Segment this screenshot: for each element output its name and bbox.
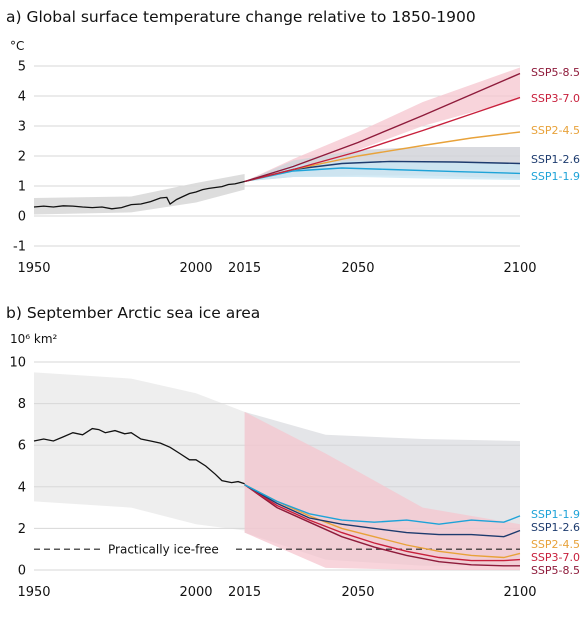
pb-xtick-1950: 1950: [17, 585, 50, 600]
pa-xtick-2050: 2050: [341, 261, 374, 276]
panel-a-title: a) Global surface temperature change rel…: [6, 8, 476, 26]
panel-a-plot: -1 0 1 2 3 4 5 1950 2000 2015 2050 2100 SSP5-8.5 SSP3…: [13, 60, 580, 277]
pb-high-band: [244, 411, 520, 570]
pa-ytick-1: 1: [18, 180, 26, 195]
pa-label-ssp5-8-5: SSP5-8.5: [531, 66, 580, 79]
pb-ytick-6: 6: [18, 439, 26, 454]
pa-historical-band: [34, 174, 245, 215]
pa-ytick-5: 5: [18, 60, 26, 75]
pb-label-ssp1-2-6: SSP1-2.6: [531, 521, 580, 534]
pb-series-ssp3-7-0: [244, 484, 521, 562]
pa-xtick-2015: 2015: [228, 261, 261, 276]
pb-label-ssp3-7-0: SSP3-7.0: [531, 551, 580, 564]
panel-b-title: b) September Arctic sea ice area: [6, 304, 260, 322]
pa-ytick-0: 0: [18, 210, 26, 225]
pb-ytick-10: 10: [9, 356, 26, 371]
pa-series-ssp5-8-5: [244, 72, 521, 183]
pb-ytick-2: 2: [18, 522, 26, 537]
pa-ytick-4: 4: [18, 90, 26, 105]
pa-label-ssp1-1-9: SSP1-1.9: [531, 170, 580, 183]
pa-xtick-1950: 1950: [17, 261, 50, 276]
pa-series-ssp3-7-0: [244, 96, 521, 183]
pa-xtick-2000: 2000: [179, 261, 212, 276]
pa-ytick-2: 2: [18, 150, 26, 165]
pa-series-ssp1-1-9: [244, 167, 521, 183]
pb-historical-line: [33, 427, 245, 485]
pb-ice-free-annotation: Practically ice-free: [108, 543, 219, 557]
pb-series-ssp1-2-6: [244, 484, 521, 538]
pb-xtick-2100: 2100: [503, 585, 536, 600]
pb-label-ssp5-8-5: SSP5-8.5: [531, 564, 580, 577]
pb-ytick-4: 4: [18, 480, 26, 495]
pb-series-ssp5-8-5: [244, 484, 520, 567]
pb-ytick-0: 0: [18, 564, 26, 579]
pb-series-ssp2-4-5: [244, 484, 521, 559]
pb-xtick-2050: 2050: [341, 585, 374, 600]
pb-label-ssp1-1-9: SSP1-1.9: [531, 508, 580, 521]
pa-high-band: [244, 67, 520, 182]
panel-b-plot: 0 2 4 6 8 10 1950 2000 2015 2050 2100 Practically i…: [9, 356, 580, 601]
panel-a-ylabel: °C: [10, 39, 24, 53]
pa-ytick-1: -1: [13, 240, 26, 255]
pb-label-ssp2-4-5: SSP2-4.5: [531, 538, 580, 551]
pa-xtick-2100: 2100: [503, 261, 536, 276]
pa-label-ssp1-2-6: SSP1-2.6: [531, 153, 580, 166]
pb-xtick-2000: 2000: [179, 585, 212, 600]
pb-ytick-8: 8: [18, 397, 26, 412]
pb-historical-band: [34, 372, 245, 531]
panel-b-ylabel: 10⁶ km²: [10, 332, 58, 346]
pb-series-ssp1-1-9: [244, 484, 521, 525]
pa-label-ssp2-4-5: SSP2-4.5: [531, 124, 580, 137]
pb-xtick-2015: 2015: [228, 585, 261, 600]
pa-label-ssp3-7-0: SSP3-7.0: [531, 92, 580, 105]
pa-historical-line: [33, 180, 245, 210]
pa-ytick-3: 3: [18, 120, 26, 135]
